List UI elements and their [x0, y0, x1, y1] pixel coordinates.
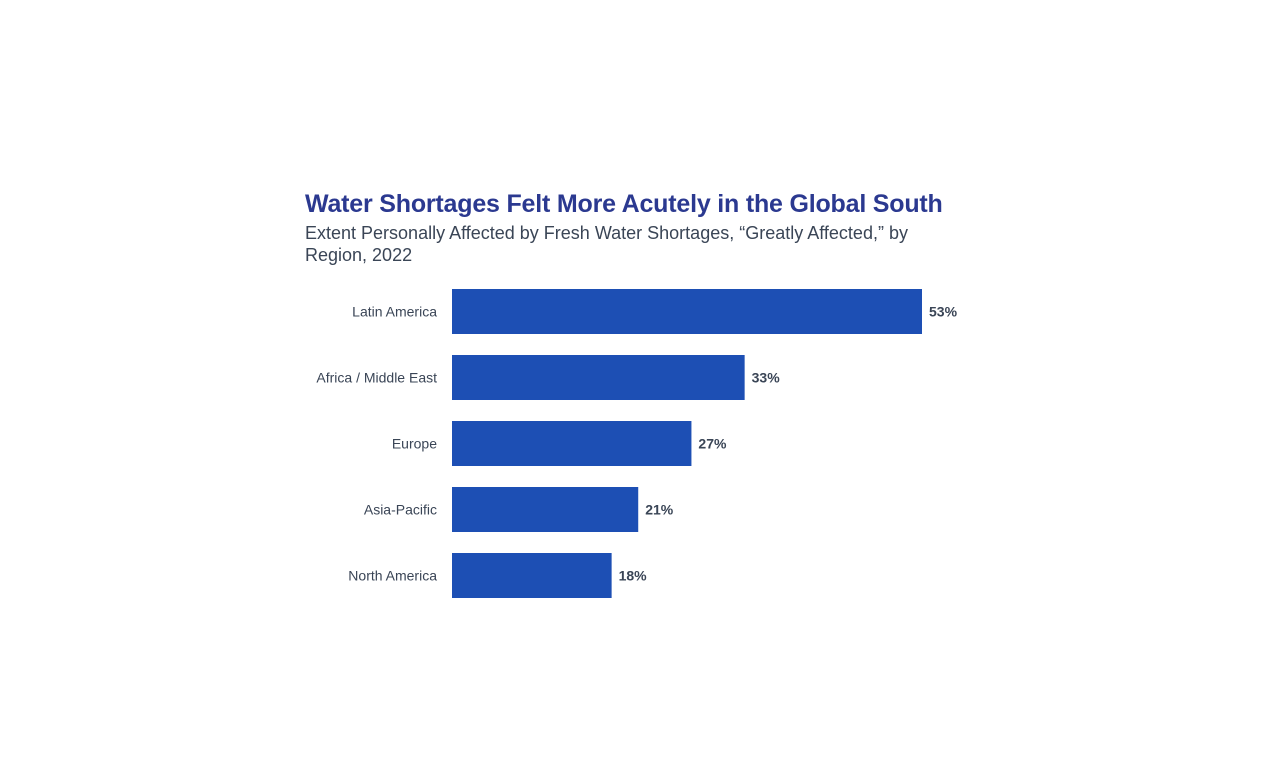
- bar-asia-pacific: [452, 487, 639, 532]
- bar-latin-america: [452, 289, 922, 334]
- value-label: 33%: [752, 370, 781, 386]
- category-label: Africa / Middle East: [316, 370, 437, 386]
- chart-title: Water Shortages Felt More Acutely in the…: [305, 190, 943, 218]
- value-label: 27%: [698, 436, 727, 452]
- chart-subtitle: Extent Personally Affected by Fresh Wate…: [305, 223, 908, 265]
- value-label: 21%: [645, 502, 674, 518]
- category-label: North America: [348, 568, 437, 584]
- category-label: Latin America: [352, 304, 437, 320]
- bar-europe: [452, 421, 692, 466]
- bar-north-america: [452, 553, 612, 598]
- category-label: Asia-Pacific: [364, 502, 437, 518]
- bar-africa-middle-east: [452, 355, 745, 400]
- value-label: 18%: [619, 568, 648, 584]
- value-label: 53%: [929, 304, 958, 320]
- category-label: Europe: [392, 436, 437, 452]
